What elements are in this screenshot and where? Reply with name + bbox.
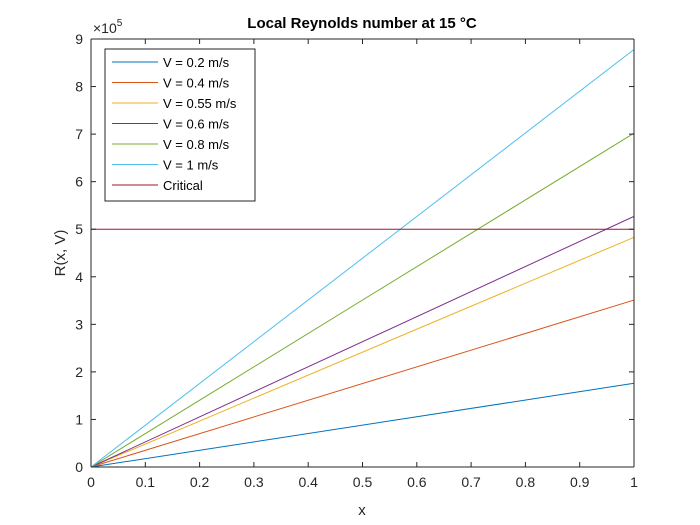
series-line-1 — [90, 299, 635, 468]
series-line-5 — [90, 49, 635, 468]
series-line-2 — [90, 236, 635, 468]
y-exponent-prefix: ×10 — [93, 20, 117, 36]
legend-label-5: V = 1 m/s — [163, 158, 219, 173]
x-tick-label: 1 — [630, 474, 638, 490]
legend-label-3: V = 0.6 m/s — [163, 117, 230, 132]
series-line-3 — [90, 215, 635, 468]
y-tick-label: 7 — [75, 126, 83, 142]
y-tick-label: 0 — [75, 459, 83, 475]
x-tick-label: 0.2 — [190, 474, 210, 490]
x-tick-label: 0.8 — [516, 474, 536, 490]
tick-layer: 0 0.1 0.2 0.3 0.4 0.5 0.6 0.7 0.8 0.9 1 0 1 2 3 4 5 6 7 8 9 — [75, 31, 638, 490]
y-axis-label: R(x, V) — [52, 230, 69, 277]
legend-label-0: V = 0.2 m/s — [163, 55, 230, 70]
x-tick-label: 0.1 — [136, 474, 156, 490]
x-tick-label: 0.9 — [570, 474, 590, 490]
y-exponent-label: ×105 — [93, 18, 123, 36]
y-tick-label: 6 — [75, 174, 83, 190]
x-tick-label: 0.6 — [407, 474, 427, 490]
chart-title: Local Reynolds number at 15 °C — [247, 15, 477, 32]
y-tick-label: 4 — [75, 269, 83, 285]
legend-label-4: V = 0.8 m/s — [163, 137, 230, 152]
legend-label-1: V = 0.4 m/s — [163, 76, 230, 91]
x-tick-label: 0.5 — [353, 474, 373, 490]
x-tick-label: 0.3 — [244, 474, 264, 490]
series-layer — [90, 49, 635, 468]
x-tick-label: 0.7 — [461, 474, 481, 490]
y-tick-label: 5 — [75, 221, 83, 237]
x-tick-label: 0 — [87, 474, 95, 490]
y-tick-label: 1 — [75, 411, 83, 427]
y-tick-label: 9 — [75, 31, 83, 47]
legend-box — [104, 48, 256, 202]
x-axis-label: x — [358, 502, 366, 519]
y-tick-label: 2 — [75, 364, 83, 380]
y-exponent-value: 5 — [117, 18, 123, 29]
legend-label-6: Critical — [163, 178, 203, 193]
y-tick-label: 3 — [75, 316, 83, 332]
legend-label-2: V = 0.55 m/s — [163, 96, 237, 111]
series-line-4 — [90, 132, 635, 468]
series-line-0 — [90, 382, 635, 468]
legend: V = 0.2 m/s V = 0.4 m/s V = 0.55 m/s V = 0.… — [104, 48, 256, 202]
x-tick-label: 0.4 — [298, 474, 318, 490]
y-tick-label: 8 — [75, 79, 83, 95]
